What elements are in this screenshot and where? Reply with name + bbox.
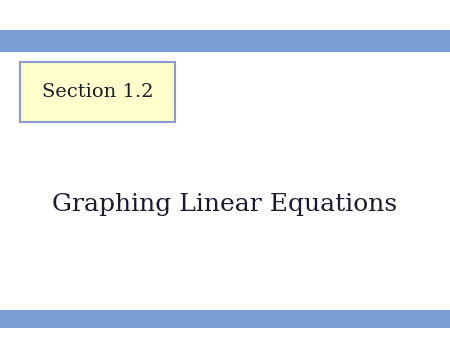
- Bar: [0, 30, 450, 52]
- Text: Graphing Linear Equations: Graphing Linear Equations: [53, 193, 397, 217]
- Bar: [20, 62, 175, 122]
- Bar: [0, 310, 450, 328]
- Text: Section 1.2: Section 1.2: [42, 83, 153, 101]
